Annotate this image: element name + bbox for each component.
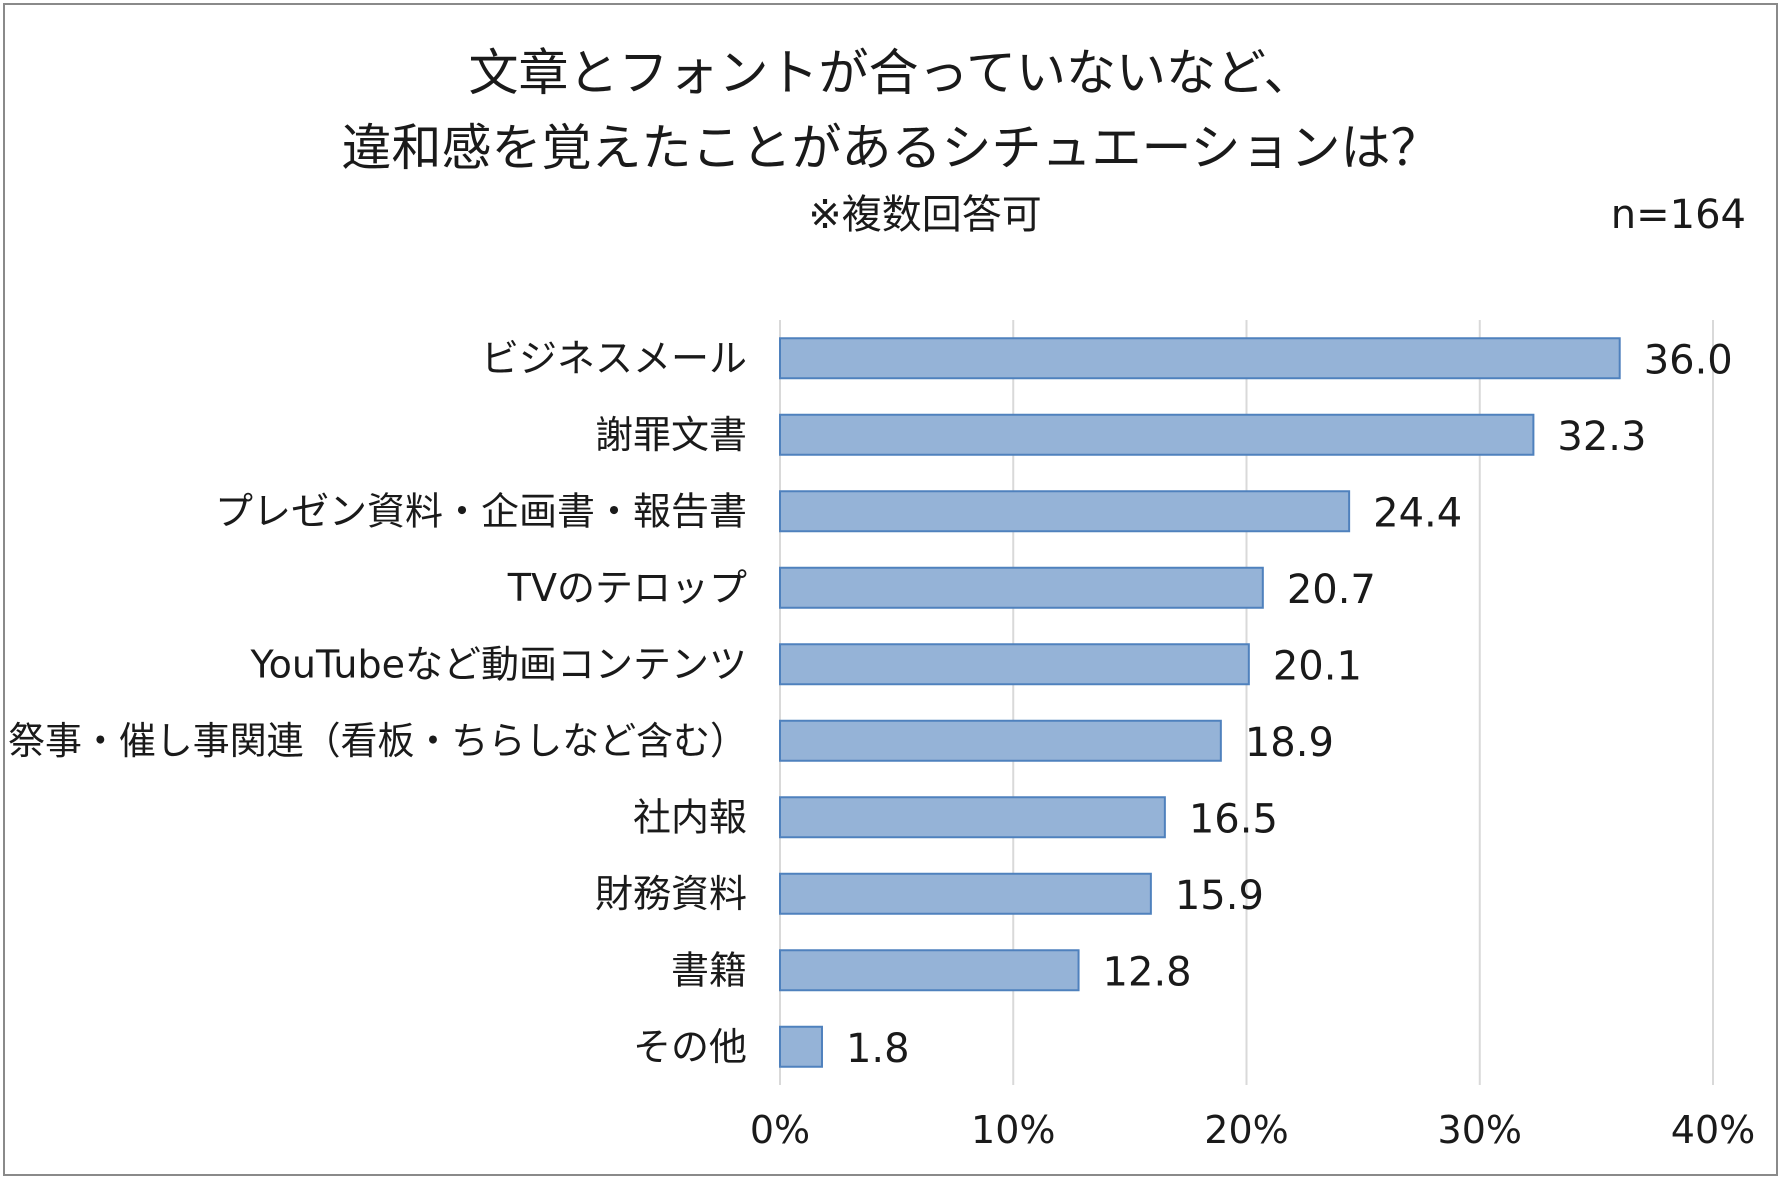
value-label: 16.5 bbox=[1189, 796, 1278, 842]
bar bbox=[779, 566, 1264, 609]
value-label: 24.4 bbox=[1373, 490, 1462, 536]
value-label: 12.8 bbox=[1103, 949, 1192, 995]
sample-size-label: n=164 bbox=[1611, 192, 1746, 238]
value-label: 1.8 bbox=[846, 1026, 910, 1072]
x-tick-label: 30% bbox=[1438, 1108, 1522, 1152]
x-tick-label: 20% bbox=[1204, 1108, 1288, 1152]
chart-title-line-1: 文章とフォントが合っていないなど、 bbox=[469, 44, 1314, 102]
bar bbox=[779, 413, 1535, 456]
category-label: 祭事・催し事関連（看板・ちらしなど含む） bbox=[8, 719, 747, 763]
bar bbox=[779, 643, 1250, 686]
category-label: 書籍 bbox=[671, 948, 747, 992]
labels: 0% 10% 20% 30% 40% ビジネスメール 36.0 謝罪文書 32.3 プレゼン資料・… bbox=[8, 336, 1755, 1152]
value-label: 32.3 bbox=[1557, 414, 1646, 460]
category-label: ビジネスメール bbox=[481, 336, 747, 380]
bar bbox=[779, 796, 1166, 839]
category-label: 財務資料 bbox=[595, 872, 747, 916]
x-tick-label: 0% bbox=[750, 1108, 810, 1152]
bar bbox=[779, 337, 1621, 380]
x-tick-label: 10% bbox=[971, 1108, 1055, 1152]
bar bbox=[779, 490, 1351, 533]
x-tick-label: 40% bbox=[1671, 1108, 1755, 1152]
bar bbox=[779, 1025, 823, 1068]
value-label: 15.9 bbox=[1175, 873, 1264, 919]
category-label: その他 bbox=[633, 1025, 747, 1069]
bar bbox=[779, 719, 1222, 762]
value-label: 18.9 bbox=[1245, 720, 1334, 766]
bar bbox=[779, 949, 1080, 992]
value-label: 36.0 bbox=[1644, 337, 1733, 383]
bars bbox=[779, 337, 1621, 1068]
category-label: TVのテロップ bbox=[507, 566, 747, 610]
chart-subtitle: ※複数回答可 bbox=[808, 192, 1042, 238]
value-label: 20.1 bbox=[1273, 643, 1362, 689]
chart-title-line-2: 違和感を覚えたことがあるシチュエーションは？ bbox=[342, 119, 1441, 177]
category-label: プレゼン資料・企画書・報告書 bbox=[215, 489, 747, 533]
category-label: 社内報 bbox=[633, 795, 747, 839]
value-label: 20.7 bbox=[1287, 567, 1376, 613]
bar bbox=[779, 872, 1152, 915]
category-label: 謝罪文書 bbox=[595, 413, 747, 457]
category-label: YouTubeなど動画コンテンツ bbox=[249, 642, 747, 686]
